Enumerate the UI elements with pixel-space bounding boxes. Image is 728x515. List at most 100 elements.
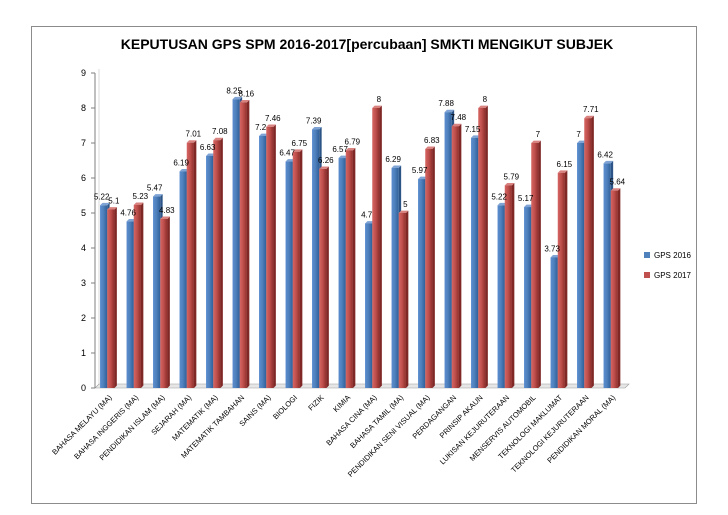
- bar-gps-2016: [100, 205, 108, 388]
- bar-side: [220, 137, 223, 388]
- bar-gps-2016: [179, 171, 187, 388]
- bar-gps-2016: [524, 207, 532, 388]
- bar-top: [531, 140, 541, 143]
- data-label: 6.15: [557, 160, 573, 169]
- data-label: 7.08: [212, 127, 228, 136]
- y-tick-label: 4: [81, 243, 86, 253]
- legend-label: GPS 2016: [654, 251, 691, 260]
- data-label: 7.48: [451, 113, 467, 122]
- bar-gps-2016: [338, 158, 346, 388]
- bar-gps-2016: [444, 112, 452, 388]
- data-label: 5.23: [133, 192, 149, 201]
- bar-gps-2017: [504, 185, 512, 388]
- axes: 0 1 2 3 4 5 6 7 8 9: [81, 68, 630, 393]
- data-label: 8: [377, 95, 382, 104]
- data-label: 5.1: [108, 197, 120, 206]
- bar-side: [379, 105, 382, 388]
- bar-top: [584, 115, 594, 119]
- bar-side: [564, 170, 568, 388]
- data-label: 7.88: [438, 99, 454, 108]
- data-label: 6.42: [597, 150, 613, 159]
- chart-frame: KEPUTUSAN GPS SPM 2016-2017[percubaan] S…: [31, 26, 697, 504]
- bar-top: [504, 182, 515, 186]
- data-label: 5.17: [518, 194, 534, 203]
- bar-gps-2017: [372, 108, 380, 388]
- bar-top: [153, 194, 163, 197]
- x-category-label: KIMIA: [331, 393, 352, 414]
- bar-gps-2017: [425, 148, 433, 388]
- y-tick-label: 6: [81, 173, 86, 183]
- chart-floor: [94, 383, 630, 389]
- value-labels: 5.225.14.765.235.474.836.197.016.637.088…: [94, 86, 626, 253]
- bar-gps-2016: [126, 221, 134, 388]
- y-tick-label: 0: [81, 383, 86, 393]
- bar-gps-2017: [531, 143, 539, 388]
- data-label: 6.75: [292, 139, 308, 148]
- bar-top: [292, 149, 303, 152]
- bar-gps-2017: [160, 218, 168, 388]
- data-label: 6.63: [200, 143, 216, 152]
- legend: GPS 2016 GPS 2017: [644, 251, 691, 280]
- bar-gps-2017: [584, 118, 592, 389]
- bar-gps-2017: [557, 172, 565, 388]
- y-tick-label: 1: [81, 348, 86, 358]
- data-label: 4.83: [159, 206, 175, 215]
- data-label: 7: [576, 130, 581, 139]
- bar-gps-2016: [577, 143, 585, 388]
- bar-gps-2017: [345, 150, 353, 388]
- data-label: 6.57: [332, 145, 348, 154]
- bar-gps-2017: [319, 168, 327, 388]
- bar-top: [319, 166, 329, 169]
- bar-gps-2017: [107, 209, 115, 388]
- bar-gps-2016: [550, 257, 558, 388]
- legend-label: GPS 2017: [654, 271, 691, 280]
- bar-top: [391, 165, 402, 168]
- bar-top: [398, 210, 409, 213]
- data-label: 3.73: [544, 244, 560, 253]
- y-tick-label: 2: [81, 313, 86, 323]
- x-category-label: MATEMATIK (MA): [170, 393, 220, 443]
- bar-side: [114, 207, 117, 388]
- y-tick-label: 5: [81, 208, 86, 218]
- bar-top: [266, 124, 276, 127]
- bar-side: [193, 140, 197, 388]
- bar-gps-2016: [365, 223, 373, 388]
- data-label: 5.22: [491, 192, 507, 201]
- bar-side: [326, 166, 329, 388]
- data-label: 7.71: [583, 105, 599, 114]
- bar-side: [140, 202, 144, 388]
- y-tick-label: 8: [81, 103, 86, 113]
- legend-swatch: [644, 272, 650, 278]
- bar-gps-2016: [418, 179, 426, 388]
- bar-top: [451, 123, 462, 127]
- bar-gps-2016: [153, 196, 161, 388]
- bar-side: [405, 210, 409, 388]
- bar-gps-2016: [497, 205, 505, 388]
- y-tick-label: 9: [81, 68, 86, 78]
- data-label: 8.16: [239, 89, 255, 98]
- bar-gps-2017: [451, 126, 459, 388]
- bar-gps-2016: [471, 137, 479, 388]
- bar-top: [610, 188, 621, 191]
- bar-top: [478, 105, 488, 108]
- bar-gps-2017: [610, 190, 618, 388]
- data-label: 7.46: [265, 114, 281, 123]
- bar-gps-2017: [292, 151, 300, 388]
- bar-gps-2017: [133, 204, 141, 388]
- bar-side: [167, 216, 170, 388]
- bar-top: [133, 202, 144, 205]
- category-labels: BAHASA MELAYU (MA)BAHASA INGGERIS (MA)PE…: [50, 393, 617, 479]
- bar-gps-2017: [186, 142, 194, 388]
- bar-top: [186, 140, 197, 143]
- data-label: 5.64: [610, 178, 626, 187]
- data-label: 6.47: [279, 149, 295, 158]
- bar-gps-2016: [285, 161, 293, 388]
- bar-top: [107, 207, 117, 210]
- data-label: 6.79: [345, 137, 361, 146]
- bar-side: [538, 140, 541, 388]
- bar-gps-2017: [266, 126, 274, 389]
- bar-top: [232, 96, 243, 100]
- data-label: 7: [536, 130, 541, 139]
- bar-side: [273, 124, 276, 388]
- data-label: 4.7: [361, 211, 373, 220]
